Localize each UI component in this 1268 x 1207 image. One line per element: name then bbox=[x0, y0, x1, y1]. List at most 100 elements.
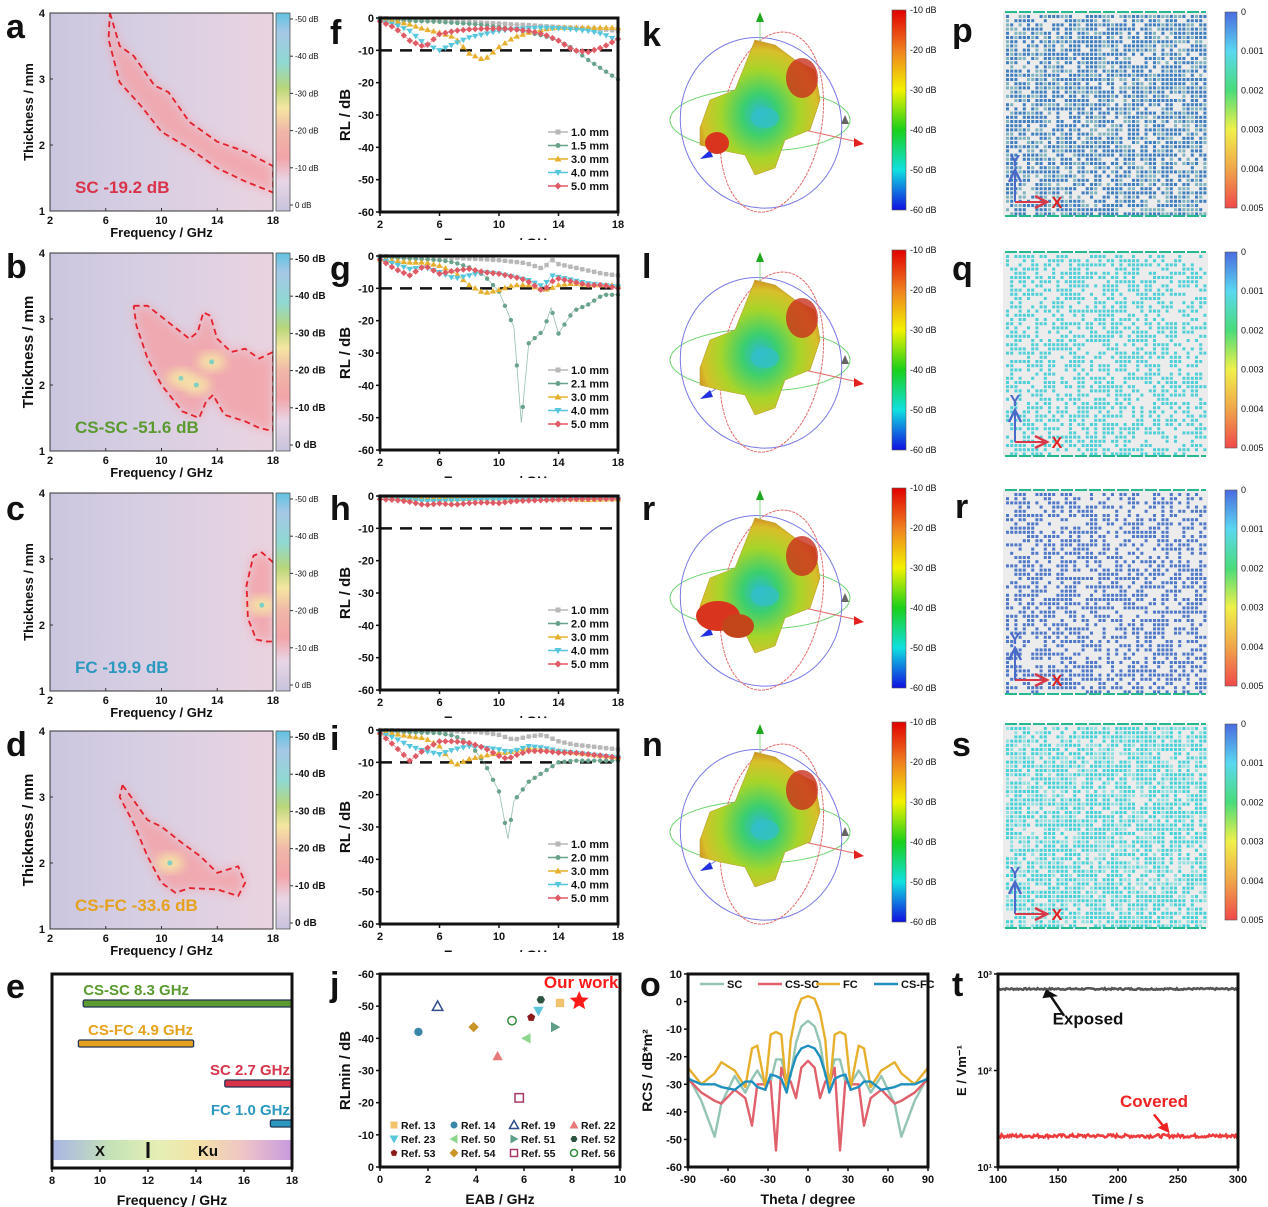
data-point bbox=[608, 24, 616, 30]
data-point bbox=[406, 743, 413, 750]
x-tick-label: 14 bbox=[552, 931, 565, 943]
colorbar-tick-label: -10 dB bbox=[910, 483, 937, 493]
data-point bbox=[513, 274, 521, 281]
eab-bar bbox=[224, 1079, 293, 1088]
data-point bbox=[513, 751, 521, 759]
legend-marker bbox=[554, 170, 562, 176]
panel-label-r1: r bbox=[642, 490, 656, 528]
y-tick-label: -50 bbox=[358, 887, 374, 899]
panel-label-o: o bbox=[640, 966, 661, 1004]
scatter-Ref22 bbox=[492, 1050, 503, 1061]
data-point bbox=[466, 739, 473, 747]
data-point bbox=[477, 25, 485, 32]
data-point bbox=[466, 273, 473, 279]
data-point bbox=[418, 259, 425, 265]
data-point bbox=[436, 752, 443, 758]
panel-label-n: n bbox=[642, 726, 663, 764]
colorbar-tick-label: 0 bbox=[1241, 485, 1246, 495]
legend-marker bbox=[555, 855, 561, 860]
y-tick-label: 10² bbox=[978, 1067, 993, 1078]
data-point bbox=[508, 22, 514, 27]
our-work-label: Our work bbox=[544, 973, 619, 992]
colorbar-tick-label: 0.003 bbox=[1241, 837, 1264, 847]
legend-label: 4.0 mm bbox=[571, 168, 609, 180]
x-tick-label: 14 bbox=[552, 457, 565, 469]
series-line bbox=[379, 258, 618, 294]
data-point bbox=[460, 26, 467, 34]
data-point bbox=[448, 28, 455, 35]
legend-item: 3.0 mm bbox=[548, 866, 609, 878]
data-point bbox=[532, 733, 537, 739]
colorbar-tick-label: 0 bbox=[1241, 719, 1246, 729]
current-density-points bbox=[1006, 493, 1207, 694]
radiation-pattern bbox=[696, 517, 821, 654]
data-point bbox=[406, 37, 413, 44]
panel-label-p: p bbox=[952, 12, 973, 50]
legend-item: 4.0 mm bbox=[548, 406, 609, 418]
data-point bbox=[424, 501, 431, 508]
data-point bbox=[555, 281, 562, 288]
rl-chart-h: 2 6 10 14 18 0 -10 -20 -30 -40 -50 -60 Frequency / G… bbox=[337, 491, 624, 718]
y-axis-label: RL / dB bbox=[337, 327, 354, 379]
legend-label: Ref. 53 bbox=[401, 1148, 436, 1160]
data-point bbox=[532, 335, 537, 341]
colorbar-tick-label: 0.002 bbox=[1241, 563, 1264, 573]
colorbar-tick-label: -20 dB bbox=[295, 844, 326, 855]
scatter-Ref23 bbox=[533, 1006, 544, 1017]
data-point bbox=[443, 732, 448, 737]
y-tick-label: 3 bbox=[39, 314, 45, 326]
colorbar-tick-label: 0.005 bbox=[1241, 443, 1264, 453]
data-point bbox=[437, 19, 442, 25]
legend-item: 2.0 mm bbox=[548, 853, 609, 865]
data-point bbox=[549, 273, 556, 279]
rl-chart-g: 2 6 10 14 18 0 -10 -20 -30 -40 -50 -60 Frequency / G… bbox=[337, 251, 624, 478]
x-axis-arrow-icon bbox=[854, 378, 864, 387]
data-point bbox=[412, 745, 419, 752]
legend-marker bbox=[554, 182, 562, 190]
x-axis-label: EAB / GHz bbox=[465, 1191, 534, 1207]
data-point bbox=[406, 266, 413, 273]
data-point bbox=[466, 755, 473, 762]
current-map-p: Y X 0 0.001 0.002 0.003 0.004 0.005 bbox=[1003, 7, 1264, 217]
legend-label: 1.5 mm bbox=[571, 141, 609, 153]
scatter-Ref14 bbox=[414, 1027, 423, 1037]
data-point bbox=[490, 257, 496, 263]
z-axis-arrow-icon bbox=[756, 490, 764, 500]
yz-orbit bbox=[679, 514, 843, 687]
high-rcs-lobe bbox=[705, 132, 729, 154]
legend-item: Ref. 51 bbox=[510, 1134, 556, 1146]
colorbar-tick-label: 0.002 bbox=[1241, 85, 1264, 95]
data-point bbox=[436, 48, 443, 54]
colorbar-tick-label: -10 dB bbox=[910, 717, 937, 727]
covered-label: Covered bbox=[1120, 1092, 1188, 1111]
colorbar-tick-label: 0.002 bbox=[1241, 325, 1264, 335]
x-tick-label: 2 bbox=[377, 697, 383, 709]
band-label-ku: Ku bbox=[198, 1143, 218, 1160]
heatmap-background bbox=[50, 493, 273, 691]
high-rcs-lobe bbox=[722, 614, 754, 638]
data-point bbox=[437, 255, 442, 260]
data-point bbox=[477, 268, 485, 275]
data-point bbox=[455, 255, 460, 261]
contour-line bbox=[107, 13, 273, 194]
data-point bbox=[501, 499, 509, 506]
min-rl-annotation: CS-SC -51.6 dB bbox=[75, 418, 199, 437]
series-line bbox=[379, 258, 619, 293]
data-point bbox=[495, 499, 503, 507]
data-point bbox=[436, 270, 443, 277]
colorbar-tick-label: -40 dB bbox=[295, 769, 326, 780]
colorbar bbox=[275, 12, 291, 212]
high-rcs-lobe bbox=[786, 58, 818, 98]
data-point bbox=[412, 33, 419, 40]
data-point bbox=[580, 758, 585, 763]
data-point bbox=[526, 261, 531, 267]
x-tick-label: 6 bbox=[436, 457, 442, 469]
colorbar-tick-label: 0 dB bbox=[295, 918, 317, 929]
data-point bbox=[608, 753, 616, 761]
data-point bbox=[473, 729, 478, 735]
data-point bbox=[461, 256, 466, 261]
y-tick-label: -40 bbox=[358, 142, 374, 154]
data-point bbox=[602, 42, 610, 49]
series-covered bbox=[997, 1131, 1239, 1141]
legend-item: 1.0 mm bbox=[548, 127, 609, 139]
